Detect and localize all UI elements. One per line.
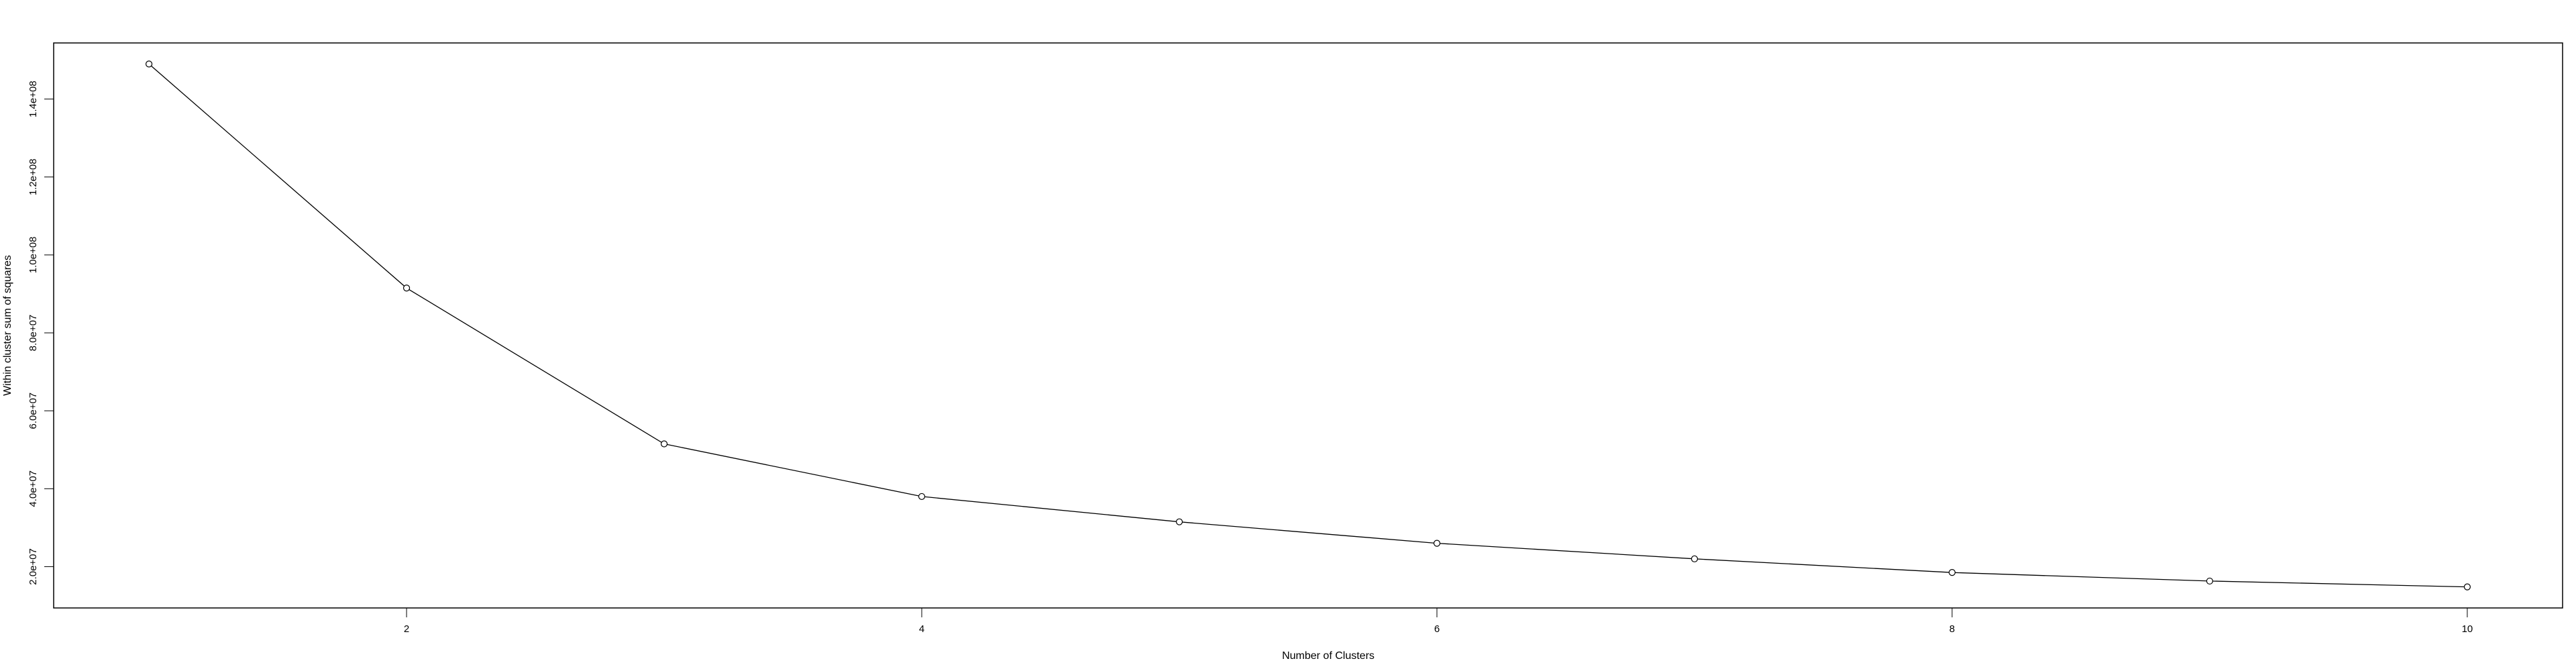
- data-point: [1433, 540, 1441, 547]
- y-tick-label: 1.2e+08: [28, 158, 39, 195]
- data-point: [402, 285, 411, 292]
- series-points: [145, 60, 2471, 591]
- data-point: [1948, 569, 1956, 576]
- y-tick-label: 2.0e+07: [28, 548, 39, 585]
- x-tick-label: 2: [404, 623, 409, 635]
- data-point: [145, 60, 153, 68]
- y-tick-label: 1.0e+08: [28, 237, 39, 274]
- y-axis-label: Within cluster sum of squares: [2, 255, 13, 396]
- x-tick-label: 4: [919, 623, 924, 635]
- x-tick-label: 8: [1949, 623, 1955, 635]
- data-point: [660, 440, 668, 448]
- y-tick-label: 1.4e+08: [28, 81, 39, 117]
- data-point: [1175, 518, 1183, 525]
- x-axis-label: Number of Clusters: [1282, 650, 1375, 662]
- y-tick-label: 4.0e+07: [28, 470, 39, 507]
- plot-frame: [53, 42, 2563, 609]
- y-tick-label: 6.0e+07: [28, 393, 39, 429]
- data-point: [2463, 583, 2471, 591]
- data-point: [2206, 577, 2214, 585]
- y-axis: 2.0e+07 4.0e+07 6.0e+07 8.0e+07 1.0e+08 1.2e+…: [28, 81, 54, 585]
- data-point: [918, 493, 926, 501]
- data-point: [1690, 555, 1699, 562]
- x-tick-label: 6: [1434, 623, 1440, 635]
- x-tick-label: 10: [2462, 623, 2473, 635]
- series-line: [148, 63, 2467, 588]
- y-tick-label: 8.0e+07: [28, 315, 39, 352]
